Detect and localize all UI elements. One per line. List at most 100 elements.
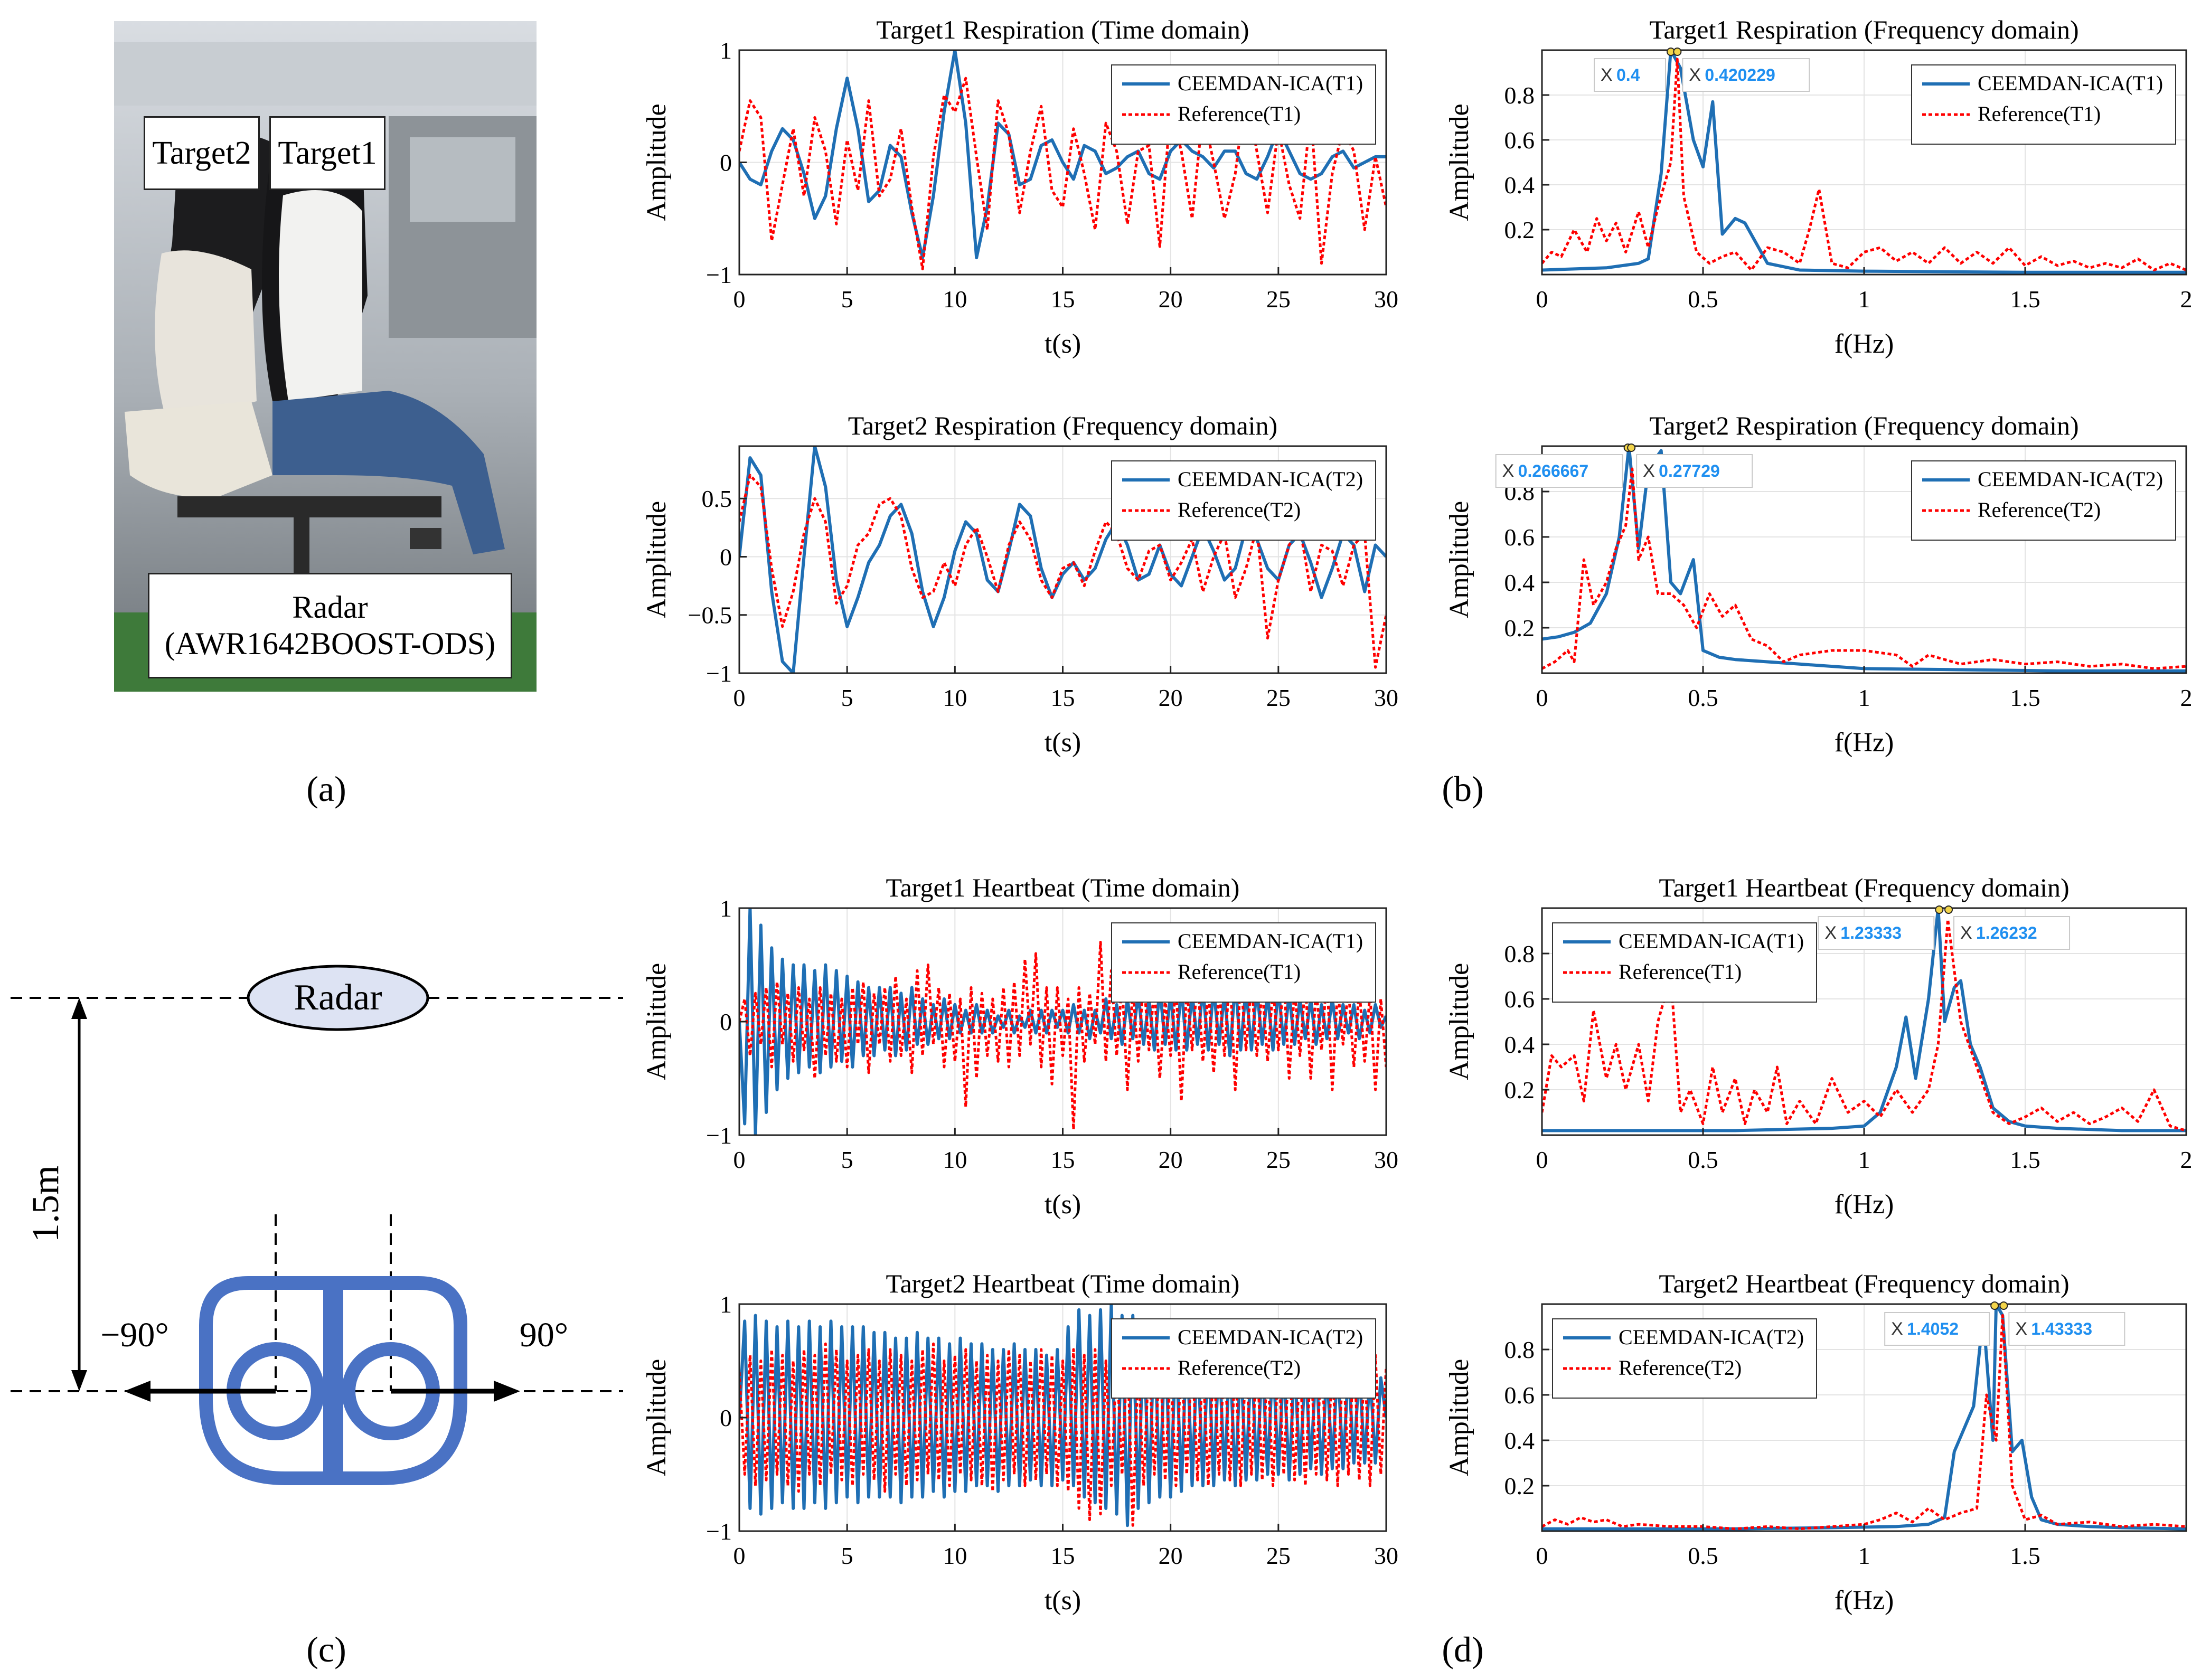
series-line-reference (1542, 467, 2186, 670)
x-tick-label: 5 (841, 1146, 853, 1173)
x-tick-label: 0 (1536, 1542, 1548, 1569)
legend-label: CEEMDAN-ICA(T2) (1178, 467, 1363, 491)
x-tick-label: 0.5 (1688, 286, 1718, 313)
legend-label: Reference(T2) (1978, 498, 2101, 522)
datatip-marker[interactable] (1627, 443, 1636, 452)
y-tick-label: 0.8 (1504, 1336, 1535, 1363)
distance-arrow-bottom-head (71, 1370, 87, 1391)
legend-label: CEEMDAN-ICA(T2) (1619, 1325, 1804, 1349)
datatip-value: 0.420229 (1705, 65, 1775, 84)
datatip[interactable]: X 1.43333 (2008, 1312, 2125, 1346)
chart-title: Target2 Respiration (Frequency domain) (848, 411, 1277, 440)
chart-title: Target1 Respiration (Time domain) (876, 15, 1249, 44)
series-line-ceemdan (1542, 446, 2186, 673)
x-axis-label: f(Hz) (1835, 329, 1894, 359)
datatip-marker[interactable] (1999, 1301, 2008, 1310)
chart-title: Target1 Respiration (Frequency domain) (1649, 15, 2078, 44)
legend-label: CEEMDAN-ICA(T2) (1978, 467, 2163, 491)
legend: CEEMDAN-ICA(T2) Reference(T2) (1111, 460, 1376, 541)
x-tick-label: 0.5 (1688, 1146, 1718, 1173)
datatip-x-label: X (1891, 1319, 1903, 1339)
y-axis-label: Amplitude (642, 501, 672, 618)
y-tick-label: 0 (720, 149, 732, 176)
datatip-marker[interactable] (1935, 905, 1944, 914)
x-tick-label: 15 (1051, 1542, 1075, 1569)
series-line-reference (739, 474, 1386, 669)
y-tick-label: 0.6 (1504, 524, 1535, 551)
datatip[interactable]: X 0.266667 (1495, 454, 1623, 488)
x-tick-label: 0 (1536, 1146, 1548, 1173)
target1-label: Target1 (278, 135, 377, 171)
x-tick-label: 0 (1536, 684, 1548, 711)
x-tick-label: 15 (1051, 684, 1075, 711)
chart-title: Target2 Heartbeat (Frequency domain) (1659, 1269, 2069, 1298)
chart-8: 0 0.5 1 1.5 0.2 0.4 0.6 0.8 Target2 Heartbeat (F… (1444, 1269, 2187, 1616)
x-tick-label: 0 (733, 1542, 746, 1569)
series-line-ceemdan (1542, 908, 2186, 1132)
y-axis-label: Amplitude (1444, 1359, 1474, 1476)
y-axis-label: Amplitude (642, 1359, 672, 1476)
target-left-shape (199, 1276, 337, 1485)
panel-label-a: (a) (306, 769, 346, 809)
y-tick-label: 0.6 (1504, 127, 1535, 154)
datatip-x-label: X (1502, 461, 1515, 481)
target1-label-box: Target1 (269, 116, 385, 190)
y-axis-label: Amplitude (1444, 103, 1474, 221)
y-tick-label: 1 (720, 1291, 732, 1318)
x-axis-label: t(s) (1045, 1190, 1081, 1220)
x-tick-label: 0 (733, 1146, 746, 1173)
x-tick-label: 0 (733, 684, 746, 711)
datatip-x-label: X (2015, 1319, 2027, 1339)
y-axis-label: Amplitude (642, 963, 672, 1080)
y-tick-label: 0.6 (1504, 1382, 1535, 1409)
datatip-marker[interactable] (1944, 905, 1953, 914)
legend: CEEMDAN-ICA(T1) Reference(T1) (1111, 922, 1376, 1003)
legend-label: CEEMDAN-ICA(T1) (1178, 71, 1363, 95)
x-tick-label: 20 (1159, 286, 1183, 313)
x-tick-label: 15 (1051, 286, 1075, 313)
legend-label: CEEMDAN-ICA(T1) (1619, 929, 1804, 953)
chart-2: 0 0.5 1 1.5 2 0.2 0.4 0.6 0.8 Target1 Respiration… (1444, 15, 2193, 359)
x-tick-label: 25 (1266, 684, 1291, 711)
y-tick-label: −1 (706, 1122, 732, 1149)
chart-title: Target1 Heartbeat (Time domain) (886, 873, 1240, 902)
x-tick-label: 0 (733, 286, 746, 313)
datatip[interactable]: X 0.420229 (1682, 58, 1810, 92)
y-tick-label: 0 (720, 1404, 732, 1431)
y-tick-label: 0.5 (702, 485, 732, 512)
x-tick-label: 25 (1266, 1542, 1291, 1569)
series-line-ceemdan (1542, 50, 2186, 274)
target2-label: Target2 (152, 135, 251, 171)
x-tick-label: 1 (1858, 684, 1870, 711)
distance-label: 1.5m (24, 1165, 67, 1242)
datatip-x-label: X (1960, 923, 1972, 943)
datatip[interactable]: X 1.4052 (1884, 1312, 1990, 1346)
datatip[interactable]: X 0.4 (1594, 58, 1666, 92)
datatip-marker[interactable] (1673, 48, 1682, 56)
legend-label: Reference(T2) (1178, 498, 1301, 522)
datatip[interactable]: X 1.26232 (1953, 916, 2071, 950)
x-tick-label: 0.5 (1688, 1542, 1718, 1569)
left-arrow-head (124, 1381, 151, 1402)
y-tick-label: 0 (720, 543, 732, 570)
x-tick-label: 15 (1051, 1146, 1075, 1173)
datatip-value: 1.23333 (1840, 923, 1902, 942)
datatip-value: 0.4 (1616, 65, 1640, 84)
x-tick-label: 10 (943, 1542, 967, 1569)
series-line-reference (739, 941, 1386, 1131)
y-tick-label: 0.6 (1504, 986, 1535, 1013)
chart-title: Target2 Heartbeat (Time domain) (886, 1269, 1240, 1298)
x-tick-label: 10 (943, 1146, 967, 1173)
y-tick-label: 0.2 (1504, 1473, 1535, 1499)
target-right-shape (330, 1276, 467, 1485)
datatip[interactable]: X 1.23333 (1818, 916, 1935, 950)
datatip-marker[interactable] (1990, 1301, 1999, 1310)
datatip[interactable]: X 0.27729 (1636, 454, 1753, 488)
target2-label-box: Target2 (144, 116, 260, 190)
y-axis-label: Amplitude (1444, 501, 1474, 618)
legend-label: CEEMDAN-ICA(T1) (1978, 71, 2163, 95)
x-tick-label: 5 (841, 684, 853, 711)
panel-label-d: (d) (1442, 1629, 1484, 1669)
